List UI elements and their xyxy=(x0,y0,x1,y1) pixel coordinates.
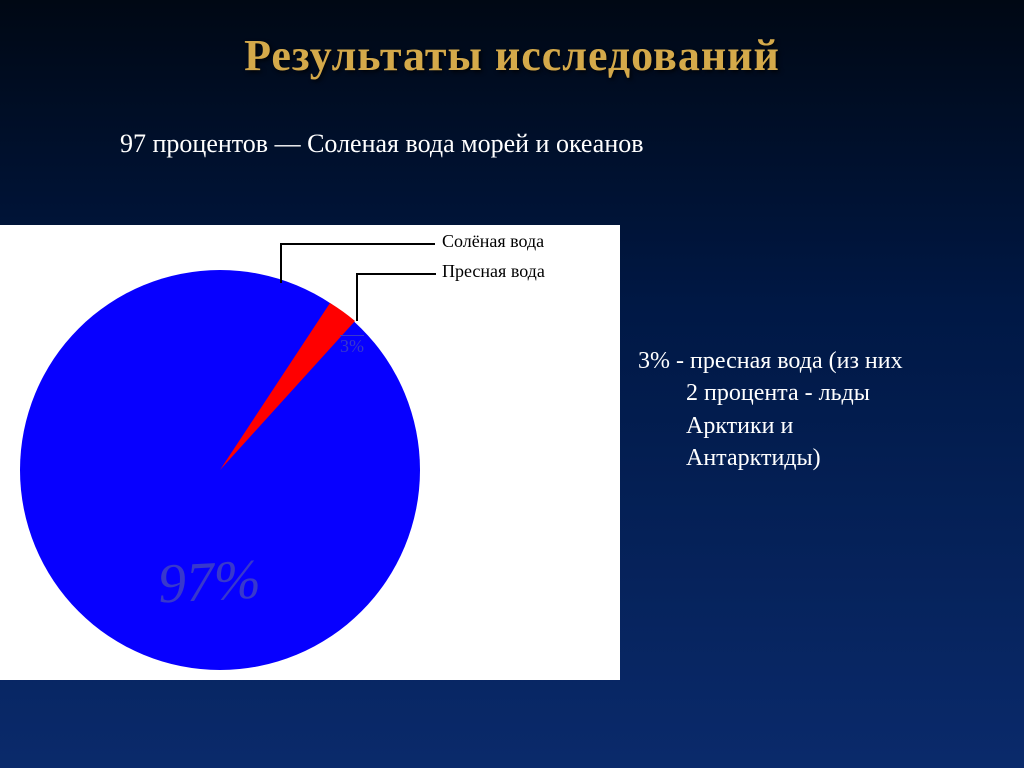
side-line-3: Арктики и xyxy=(638,410,998,442)
side-line-4: Антарктиды) xyxy=(638,442,998,474)
legend-salt-label: Солёная вода xyxy=(442,231,544,252)
leader-line-fresh-v xyxy=(356,273,358,321)
pie-center-label: 97% xyxy=(156,547,262,616)
leader-line-salt-h xyxy=(280,243,435,245)
side-line-1: 3% - пресная вода (из них xyxy=(638,348,903,374)
side-line-2: 2 процента - льды xyxy=(638,377,998,409)
pie-chart-panel: 97% 3% Солёная вода Пресная вода xyxy=(0,225,620,680)
legend-fresh-label: Пресная вода xyxy=(442,261,545,282)
side-description: 3% - пресная вода (из них 2 процента - л… xyxy=(638,345,998,475)
slide-subtitle: 97 процентов — Соленая вода морей и океа… xyxy=(120,129,1024,159)
slide-title: Результаты исследований xyxy=(0,0,1024,81)
pie-small-label: 3% xyxy=(340,335,364,357)
pie-chart: 97% 3% xyxy=(20,270,420,670)
leader-line-salt-v xyxy=(280,243,282,283)
leader-line-fresh-h xyxy=(356,273,436,275)
